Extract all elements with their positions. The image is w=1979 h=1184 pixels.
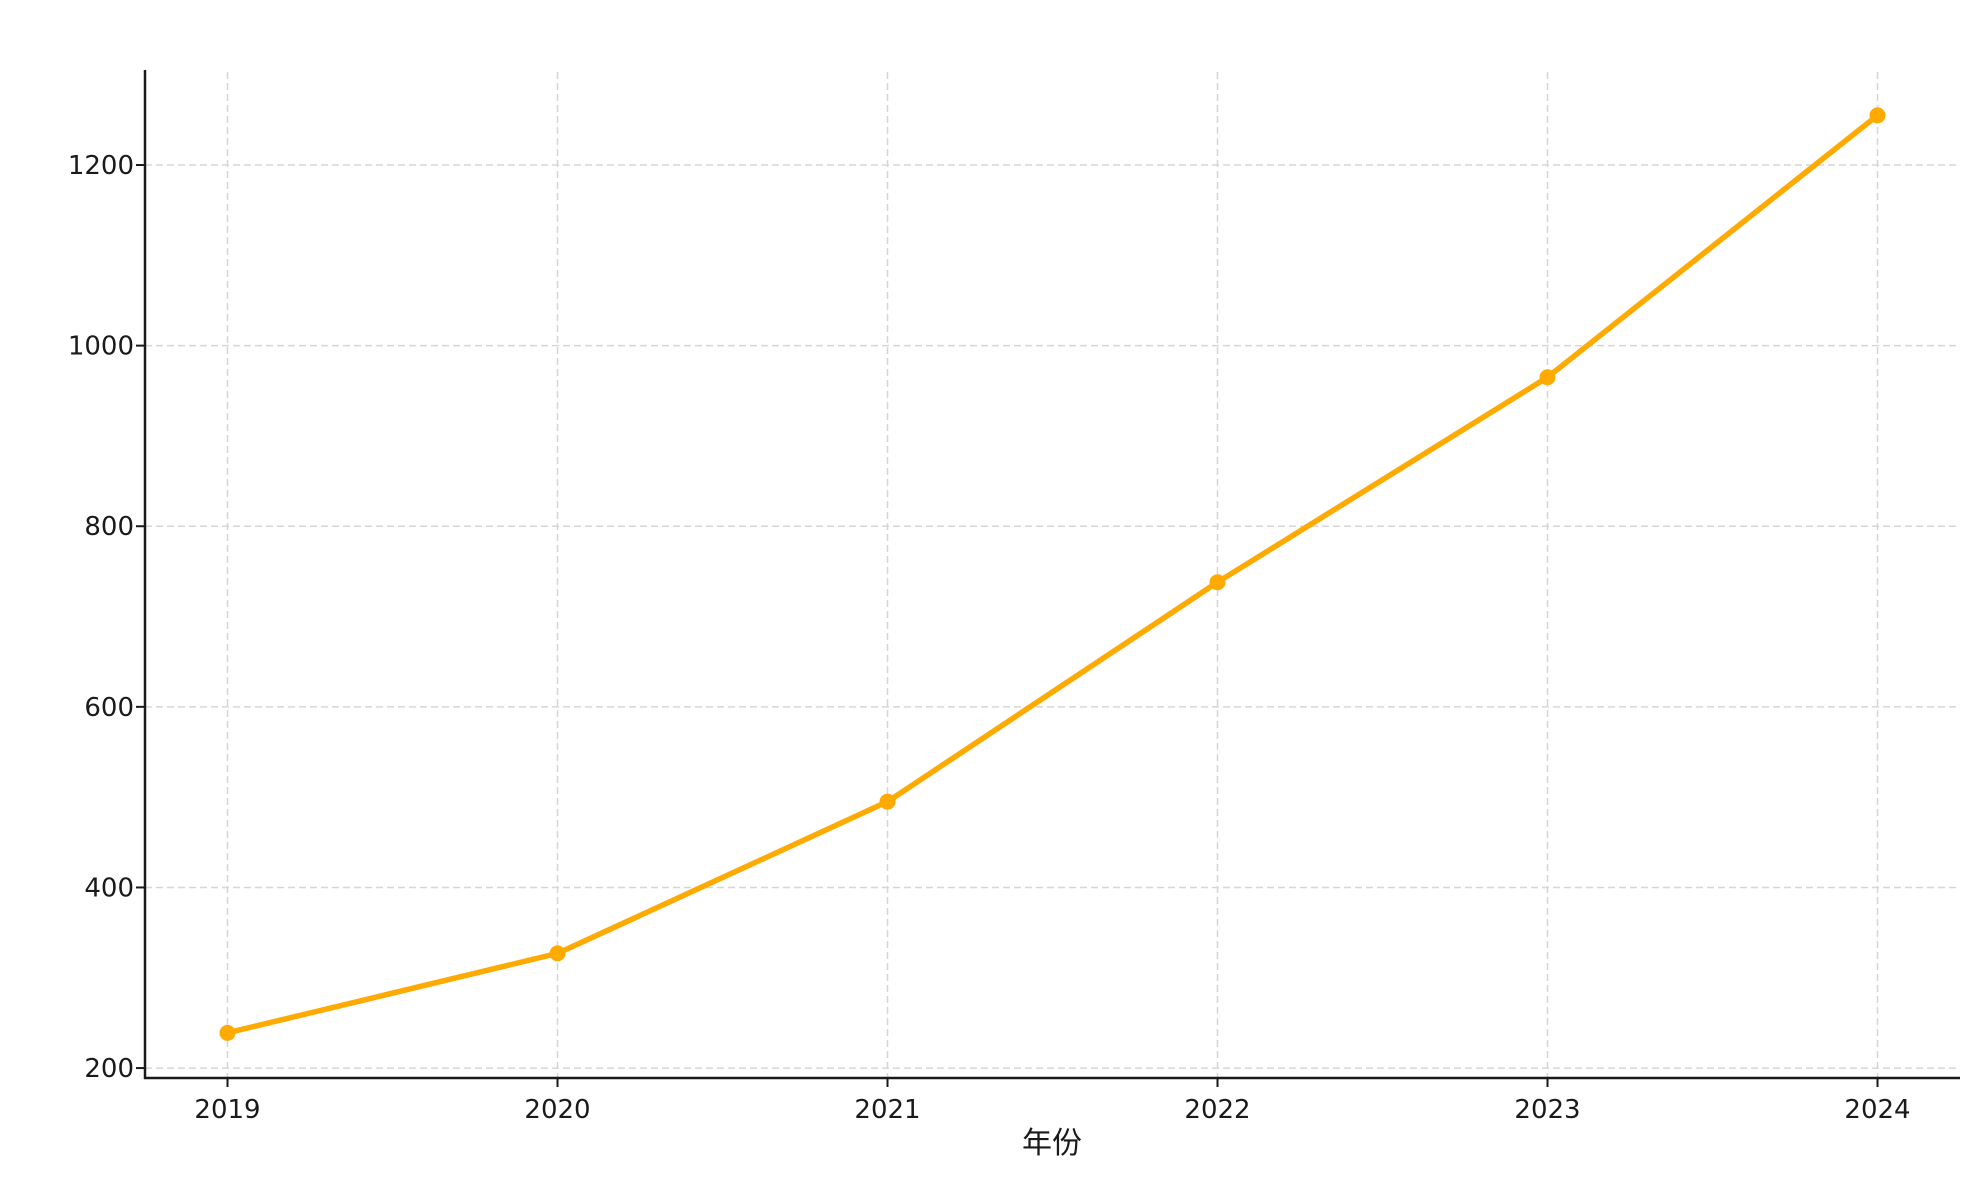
x-tick-label: 2020 bbox=[524, 1095, 590, 1125]
y-tick-label: 600 bbox=[84, 693, 134, 723]
y-tick-label: 200 bbox=[84, 1054, 134, 1084]
x-tick-label: 2022 bbox=[1184, 1095, 1250, 1125]
x-tick-label: 2021 bbox=[854, 1095, 920, 1125]
grid bbox=[145, 72, 1960, 1078]
data-point bbox=[1869, 107, 1886, 124]
x-tick-label: 2023 bbox=[1514, 1095, 1580, 1125]
x-tick-label: 2024 bbox=[1844, 1095, 1910, 1125]
x-axis-label: 年份 bbox=[1022, 1126, 1082, 1161]
ticks: 2019 2020 2021 2022 2023 2024 200 400 600 800 1000… bbox=[68, 151, 1911, 1125]
data-point bbox=[1539, 369, 1556, 386]
data-point bbox=[549, 945, 566, 962]
y-tick-label: 1200 bbox=[68, 151, 134, 181]
x-tick-label: 2019 bbox=[194, 1095, 260, 1125]
series-line bbox=[226, 113, 1880, 1036]
y-tick-label: 400 bbox=[84, 873, 134, 903]
series bbox=[219, 107, 1886, 1041]
data-point bbox=[219, 1024, 236, 1041]
data-point bbox=[1209, 574, 1226, 591]
y-tick-label: 1000 bbox=[68, 332, 134, 362]
data-point bbox=[879, 793, 896, 810]
axes bbox=[143, 70, 1960, 1080]
y-tick-label: 800 bbox=[84, 512, 134, 542]
